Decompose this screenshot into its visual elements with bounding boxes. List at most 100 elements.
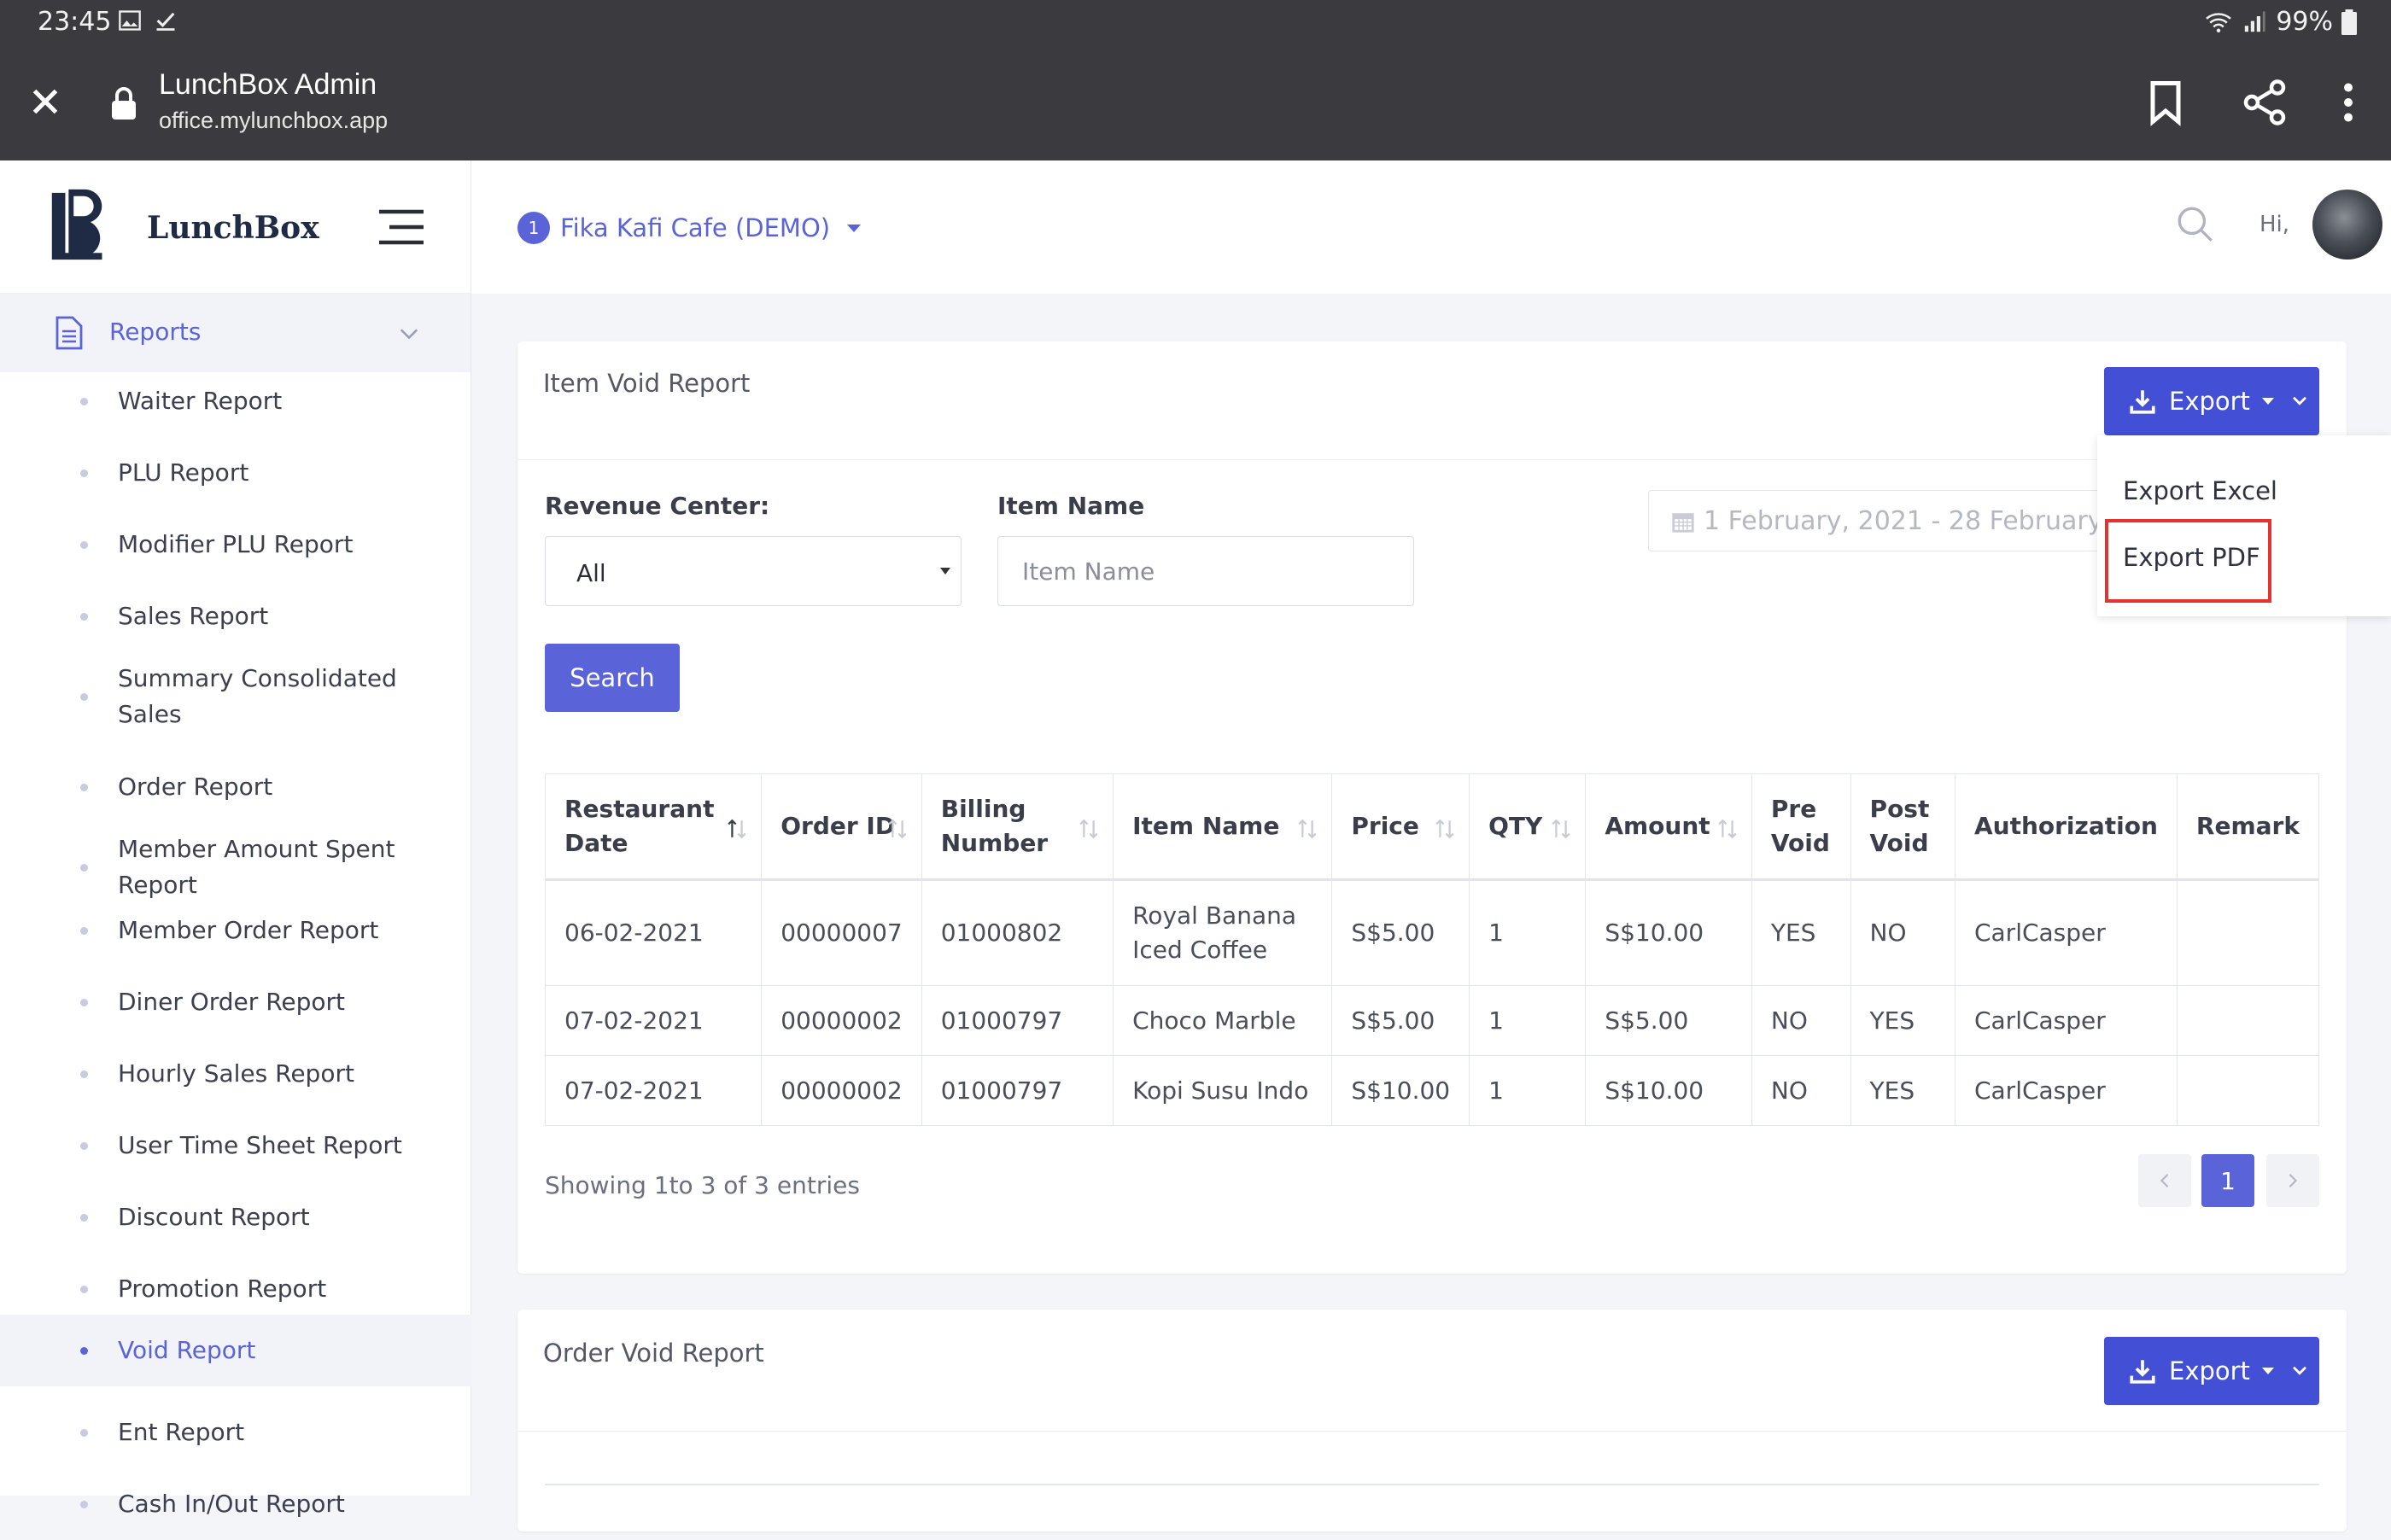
sidebar-item-summary-consolidated-sales[interactable]: Summary Consolidated Sales — [0, 652, 471, 741]
sidebar-item-void-report[interactable]: Void Report — [0, 1315, 471, 1386]
card-divider — [517, 459, 2347, 460]
status-icons — [118, 9, 178, 32]
column-header-label: Authorization — [1973, 812, 2158, 840]
pagination-prev[interactable] — [2138, 1154, 2191, 1207]
column-header: Pre Void — [1751, 773, 1851, 880]
column-header[interactable]: Order ID — [761, 773, 922, 880]
export-excel-option[interactable]: Export Excel — [2123, 476, 2277, 505]
bullet-dot — [80, 693, 88, 701]
column-header: Authorization — [1954, 773, 2178, 880]
column-header[interactable]: Amount — [1585, 773, 1752, 880]
caret-down-icon — [847, 224, 862, 232]
sidebar-item-label: Sales Report — [118, 602, 269, 630]
sidebar-section-reports[interactable]: Reports — [0, 294, 471, 372]
pagination-next[interactable] — [2266, 1154, 2319, 1207]
image-icon — [119, 10, 141, 31]
outlet-selector[interactable]: 1 Fika Kafi Cafe (DEMO) — [517, 212, 862, 244]
item-name-input[interactable]: Item Name — [997, 536, 1414, 606]
table-cell: 07-02-2021 — [544, 985, 763, 1056]
table-cell: YES — [1850, 985, 1955, 1056]
revenue-center-select[interactable]: All — [545, 536, 962, 606]
brand-area: LunchBox — [0, 160, 471, 294]
sidebar-item-diner-order-report[interactable]: Diner Order Report — [0, 966, 471, 1038]
bullet-dot — [80, 398, 88, 405]
item-name-placeholder: Item Name — [1022, 557, 1155, 586]
sidebar-item-plu-report[interactable]: PLU Report — [0, 437, 471, 509]
sidebar-item-promotion-report[interactable]: Promotion Report — [0, 1253, 471, 1325]
sidebar-item-ent-report[interactable]: Ent Report — [0, 1397, 471, 1468]
column-header[interactable]: Price — [1331, 773, 1470, 880]
table-row: 07-02-2021 00000002 01000797 Kopi Susu Indo… — [544, 1055, 2320, 1126]
search-icon[interactable] — [2174, 203, 2217, 246]
column-header[interactable]: Restaurant Date — [544, 773, 763, 880]
bookmark-icon[interactable] — [2140, 77, 2191, 128]
bullet-dot — [80, 613, 88, 621]
more-vert-icon[interactable] — [2323, 77, 2374, 128]
select-arrow-icon — [940, 568, 950, 575]
sidebar-item-label: Diner Order Report — [118, 988, 346, 1016]
share-icon[interactable] — [2239, 77, 2290, 128]
export-pdf-option[interactable]: Export PDF — [2123, 543, 2260, 572]
table-cell: 1 — [1469, 985, 1587, 1056]
sidebar-item-order-report[interactable]: Order Report — [0, 751, 471, 823]
table-cell: S$10.00 — [1585, 879, 1752, 986]
document-icon — [56, 316, 83, 350]
bullet-dot — [80, 470, 88, 477]
status-bar: 23:45 99% — [0, 0, 2391, 44]
date-range-picker[interactable]: 1 February, 2021 - 28 February, 2021 — [1648, 490, 2160, 551]
sidebar-item-label: Member Order Report — [118, 916, 379, 944]
sidebar-item-cash-in-out-report[interactable]: Cash In/Out Report — [0, 1468, 471, 1540]
column-header-label: Billing Number — [940, 795, 1049, 857]
caret-down-icon — [2261, 398, 2274, 405]
export-button[interactable]: Export — [2104, 367, 2319, 435]
table-cell: NO — [1751, 985, 1851, 1056]
export-dropdown-menu: Export Excel Export PDF — [2097, 435, 2391, 616]
table-cell: 07-02-2021 — [544, 1055, 763, 1126]
item-name-label: Item Name — [997, 492, 1145, 520]
column-header[interactable]: QTY — [1469, 773, 1587, 880]
sidebar-item-member-amount-spent-report[interactable]: Member Amount Spent Report — [0, 823, 471, 912]
close-icon[interactable] — [24, 80, 67, 123]
table-cell: 00000007 — [761, 879, 922, 986]
order-void-export-button[interactable]: Export — [2104, 1337, 2319, 1405]
table-cell: 00000002 — [761, 1055, 922, 1126]
sidebar-item-discount-report[interactable]: Discount Report — [0, 1181, 471, 1253]
status-right: 99% — [2204, 7, 2357, 37]
table-cell — [2176, 879, 2320, 986]
sidebar-item-label: User Time Sheet Report — [118, 1131, 402, 1159]
top-header: 1 Fika Kafi Cafe (DEMO) Hi, — [471, 160, 2391, 294]
bullet-dot — [80, 1347, 88, 1355]
table-cell: CarlCasper — [1954, 1055, 2178, 1126]
column-header-label: Amount — [1605, 812, 1710, 840]
sidebar-item-label: Hourly Sales Report — [118, 1059, 354, 1088]
bullet-dot — [80, 1142, 88, 1150]
menu-toggle-icon[interactable] — [376, 208, 427, 246]
sidebar-item-waiter-report[interactable]: Waiter Report — [0, 365, 471, 437]
browser-url[interactable]: office.mylunchbox.app — [159, 108, 389, 133]
table-cell: S$5.00 — [1585, 985, 1752, 1056]
sidebar-item-sales-report[interactable]: Sales Report — [0, 580, 471, 652]
pagination-page-1[interactable]: 1 — [2201, 1154, 2254, 1207]
table-cell: NO — [1751, 1055, 1851, 1126]
table-cell: 00000002 — [761, 985, 922, 1056]
sidebar-item-label: Modifier PLU Report — [118, 530, 354, 558]
export-label: Export — [2169, 387, 2250, 416]
sort-icon — [728, 819, 746, 839]
item-void-table: Restaurant Date Order ID Billing Number Ite… — [544, 773, 2320, 1126]
table-cell: S$5.00 — [1331, 879, 1470, 986]
chevron-down-icon — [2292, 396, 2306, 405]
sidebar-item-user-time-sheet-report[interactable]: User Time Sheet Report — [0, 1110, 471, 1181]
search-button[interactable]: Search — [545, 644, 680, 712]
bullet-dot — [80, 1429, 88, 1437]
sidebar-item-member-order-report[interactable]: Member Order Report — [0, 895, 471, 966]
column-header[interactable]: Item Name — [1113, 773, 1333, 880]
sidebar-item-modifier-plu-report[interactable]: Modifier PLU Report — [0, 509, 471, 580]
sidebar-item-hourly-sales-report[interactable]: Hourly Sales Report — [0, 1038, 471, 1110]
column-header[interactable]: Billing Number — [921, 773, 1114, 880]
lunchbox-logo[interactable] — [48, 186, 116, 263]
highlight-box — [2105, 519, 2271, 603]
sidebar-item-label: Discount Report — [118, 1203, 310, 1231]
sort-icon — [1079, 819, 1098, 839]
table-cell: 01000797 — [921, 985, 1114, 1056]
avatar[interactable] — [2312, 190, 2382, 260]
